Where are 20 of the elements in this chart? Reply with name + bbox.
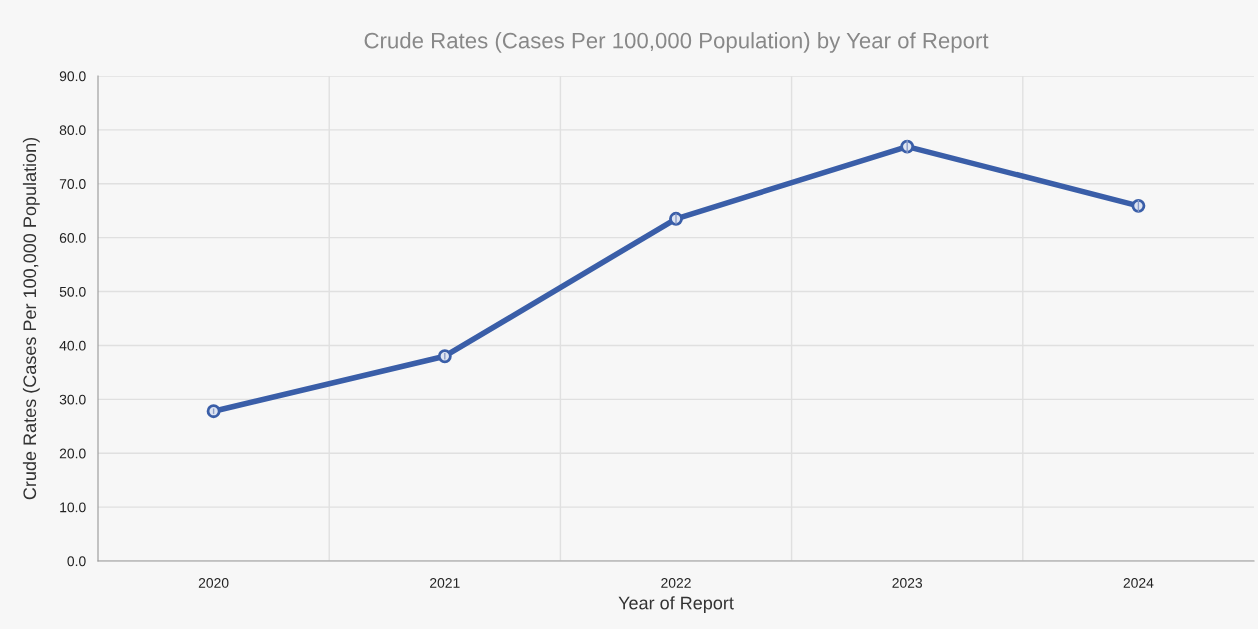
chart-title: Crude Rates (Cases Per 100,000 Population) by Year of Report — [364, 32, 989, 53]
y-tick-label: 90.0 — [59, 71, 86, 82]
y-tick-label: 60.0 — [59, 233, 86, 243]
point — [206, 404, 221, 419]
y-tick-label: 80.0 — [59, 125, 86, 136]
x-tick-label: 2023 — [892, 578, 923, 588]
y-tick-label: 0.0 — [67, 556, 86, 567]
point — [437, 349, 452, 364]
x-axis-title: Year of Report — [618, 596, 734, 613]
x-tick-label: 2021 — [430, 578, 460, 588]
y-tick-label: 20.0 — [59, 448, 86, 459]
x-tick-label: 2022 — [661, 578, 691, 588]
y-tick-label: 10.0 — [60, 502, 86, 513]
y-tick-label: 50.0 — [59, 286, 86, 297]
x-tick-label: 2020 — [198, 578, 229, 588]
y-axis-title: Crude Rates (Cases Per 100,000 Population) — [22, 137, 40, 500]
y-tick-label: 40.0 — [59, 340, 86, 351]
y-tick-label: 30.0 — [59, 394, 86, 405]
y-tick-label: 70.0 — [59, 179, 86, 189]
x-tick-label: 2024 — [1123, 578, 1154, 588]
